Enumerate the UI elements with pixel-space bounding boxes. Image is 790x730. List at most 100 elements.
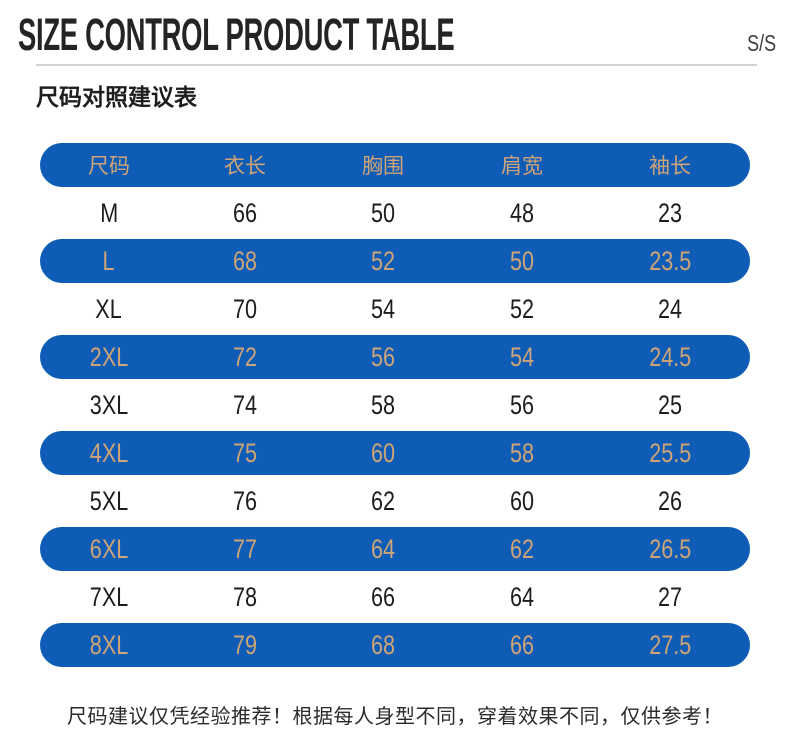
measurement-cell: 79	[178, 630, 312, 661]
cell-value: 27.5	[648, 629, 692, 660]
cell-value: 72	[232, 341, 258, 372]
measurement-cell: 23	[590, 198, 750, 229]
measurement-cell: 26.5	[590, 534, 750, 565]
table-row: XL 70 54 52 24	[40, 285, 750, 333]
cell-value: 52	[370, 245, 396, 276]
measurement-cell: 27.5	[590, 630, 750, 661]
table-row: 6XL 77 64 62 26.5	[40, 527, 750, 571]
cell-value: 56	[509, 389, 535, 420]
page-subtitle: 尺码对照建议表	[36, 84, 197, 110]
measurement-cell: 54	[312, 294, 454, 325]
measurement-cell: 56	[454, 390, 590, 421]
size-label-cell: L	[40, 246, 178, 277]
size-label-cell: 4XL	[40, 438, 178, 469]
cell-value: 3XL	[89, 389, 129, 420]
cell-value: 8XL	[89, 629, 129, 660]
cell-value: 68	[370, 629, 396, 660]
measurement-cell: 24	[590, 294, 750, 325]
cell-value: 64	[509, 581, 535, 612]
size-label-cell: 3XL	[40, 390, 178, 421]
cell-value: 79	[232, 629, 258, 660]
cell-value: 6XL	[89, 533, 129, 564]
column-header-length: 衣长	[178, 150, 312, 180]
cell-value: 64	[370, 533, 396, 564]
size-advice-note: 尺码建议仅凭经验推荐！根据每人身型不同，穿着效果不同，仅供参考！	[67, 706, 723, 728]
cell-value: 54	[509, 341, 535, 372]
cell-value: 50	[370, 197, 396, 228]
cell-value: 7XL	[89, 581, 129, 612]
page-title: SIZE CONTROL PRODUCT TABLE	[18, 9, 455, 60]
measurement-cell: 68	[312, 630, 454, 661]
column-header-size: 尺码	[40, 150, 178, 180]
cell-value: 26	[657, 485, 683, 516]
column-header-chest: 胸围	[312, 150, 454, 180]
measurement-cell: 48	[454, 198, 590, 229]
measurement-cell: 74	[178, 390, 312, 421]
cell-value: 52	[509, 293, 535, 324]
measurement-cell: 52	[454, 294, 590, 325]
column-header-shoulder: 肩宽	[454, 150, 590, 180]
cell-value: 23.5	[648, 245, 692, 276]
cell-value: 25	[657, 389, 683, 420]
measurement-cell: 77	[178, 534, 312, 565]
column-header-label: 袖长	[649, 155, 691, 178]
size-label-cell: XL	[40, 294, 178, 325]
measurement-cell: 64	[312, 534, 454, 565]
measurement-cell: 52	[312, 246, 454, 277]
cell-value: 70	[232, 293, 258, 324]
cell-value: 58	[509, 437, 535, 468]
cell-value: 76	[232, 485, 258, 516]
measurement-cell: 25.5	[590, 438, 750, 469]
table-row: L 68 52 50 23.5	[40, 239, 750, 283]
cell-value: 25.5	[648, 437, 692, 468]
measurement-cell: 58	[454, 438, 590, 469]
measurement-cell: 78	[178, 582, 312, 613]
measurement-cell: 27	[590, 582, 750, 613]
table-row: 2XL 72 56 54 24.5	[40, 335, 750, 379]
size-label-cell: 2XL	[40, 342, 178, 373]
size-label-cell: 5XL	[40, 486, 178, 517]
page-header: SIZE CONTROL PRODUCT TABLE S/S 尺码对照建议表	[0, 0, 790, 112]
cell-value: 60	[370, 437, 396, 468]
table-row: 4XL 75 60 58 25.5	[40, 431, 750, 475]
size-label-cell: M	[40, 198, 178, 229]
measurement-cell: 25	[590, 390, 750, 421]
cell-value: 26.5	[648, 533, 692, 564]
cell-value: 23	[657, 197, 683, 228]
size-label-cell: 7XL	[40, 582, 178, 613]
table-row: 5XL 76 62 60 26	[40, 477, 750, 525]
size-label-cell: 8XL	[40, 630, 178, 661]
column-header-sleeve: 袖长	[590, 150, 750, 180]
measurement-cell: 62	[312, 486, 454, 517]
cell-value: 56	[370, 341, 396, 372]
column-header-label: 衣长	[224, 155, 266, 178]
cell-value: 75	[232, 437, 258, 468]
table-row: M 66 50 48 23	[40, 189, 750, 237]
cell-value: 68	[232, 245, 258, 276]
cell-value: 66	[232, 197, 258, 228]
size-table-body: M 66 50 48 23 L 68 52 50 23.5 XL 70 54 52 24 2XL 72 56 54 2…	[40, 189, 750, 669]
column-header-label: 胸围	[362, 155, 404, 178]
measurement-cell: 26	[590, 486, 750, 517]
cell-value: 24	[657, 293, 683, 324]
measurement-cell: 56	[312, 342, 454, 373]
cell-value: 60	[509, 485, 535, 516]
cell-value: 74	[232, 389, 258, 420]
measurement-cell: 62	[454, 534, 590, 565]
table-header-row: 尺码 衣长 胸围 肩宽 袖长	[40, 143, 750, 187]
measurement-cell: 50	[454, 246, 590, 277]
cell-value: 50	[509, 245, 535, 276]
size-label-cell: 6XL	[40, 534, 178, 565]
measurement-cell: 76	[178, 486, 312, 517]
size-table: 尺码 衣长 胸围 肩宽 袖长 M 66 50 48 23 L 68 52 50 23.5 XL 70 5…	[40, 141, 750, 669]
season-label: S/S	[747, 30, 776, 56]
measurement-cell: 50	[312, 198, 454, 229]
cell-value: 78	[232, 581, 258, 612]
measurement-cell: 66	[178, 198, 312, 229]
column-header-label: 尺码	[88, 155, 130, 178]
cell-value: L	[102, 245, 116, 276]
measurement-cell: 68	[178, 246, 312, 277]
measurement-cell: 70	[178, 294, 312, 325]
measurement-cell: 24.5	[590, 342, 750, 373]
cell-value: XL	[95, 293, 123, 324]
